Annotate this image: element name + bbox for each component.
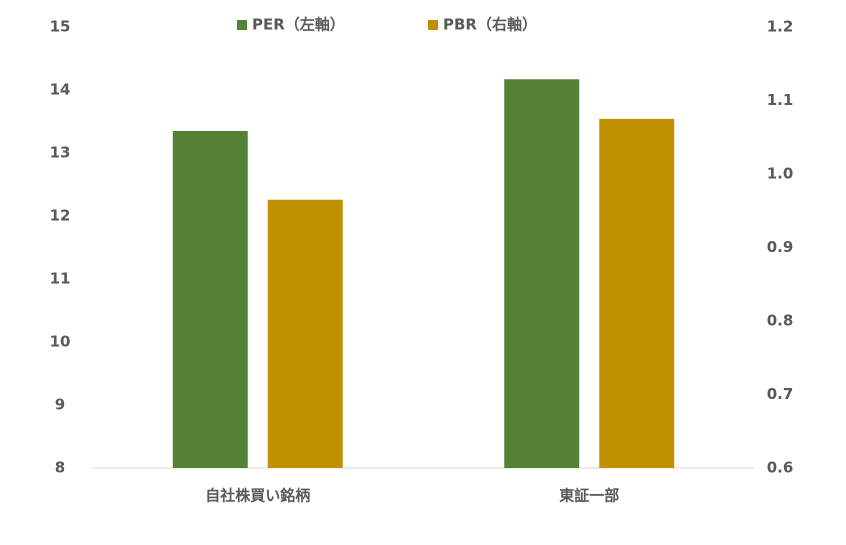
y2-tick-label: 0.8 xyxy=(767,312,794,330)
x-tick-label: 自社株買い銘柄 xyxy=(205,487,310,505)
bar xyxy=(504,79,580,468)
bar xyxy=(267,199,343,468)
legend-label: PER（左軸） xyxy=(252,16,345,34)
legend-swatch xyxy=(237,20,247,30)
bar xyxy=(172,130,248,468)
y-tick-label: 13 xyxy=(50,144,71,162)
legend-label: PBR（右軸） xyxy=(443,16,537,34)
x-tick-label: 東証一部 xyxy=(559,487,619,505)
y-tick-label: 14 xyxy=(50,81,71,99)
y-tick-label: 15 xyxy=(50,18,71,36)
y2-tick-label: 1.0 xyxy=(767,165,794,183)
y2-tick-label: 1.1 xyxy=(767,91,794,109)
y2-tick-label: 0.7 xyxy=(767,385,794,403)
y-tick-label: 11 xyxy=(50,270,71,288)
y2-tick-label: 0.6 xyxy=(767,459,794,477)
y2-tick-label: 0.9 xyxy=(767,238,794,256)
legend-swatch xyxy=(428,20,438,30)
y-tick-label: 9 xyxy=(55,396,65,414)
y-tick-label: 12 xyxy=(50,207,71,225)
y2-tick-label: 1.2 xyxy=(767,18,794,36)
bar xyxy=(599,118,675,468)
y-tick-label: 10 xyxy=(50,333,71,351)
y-tick-label: 8 xyxy=(55,459,65,477)
